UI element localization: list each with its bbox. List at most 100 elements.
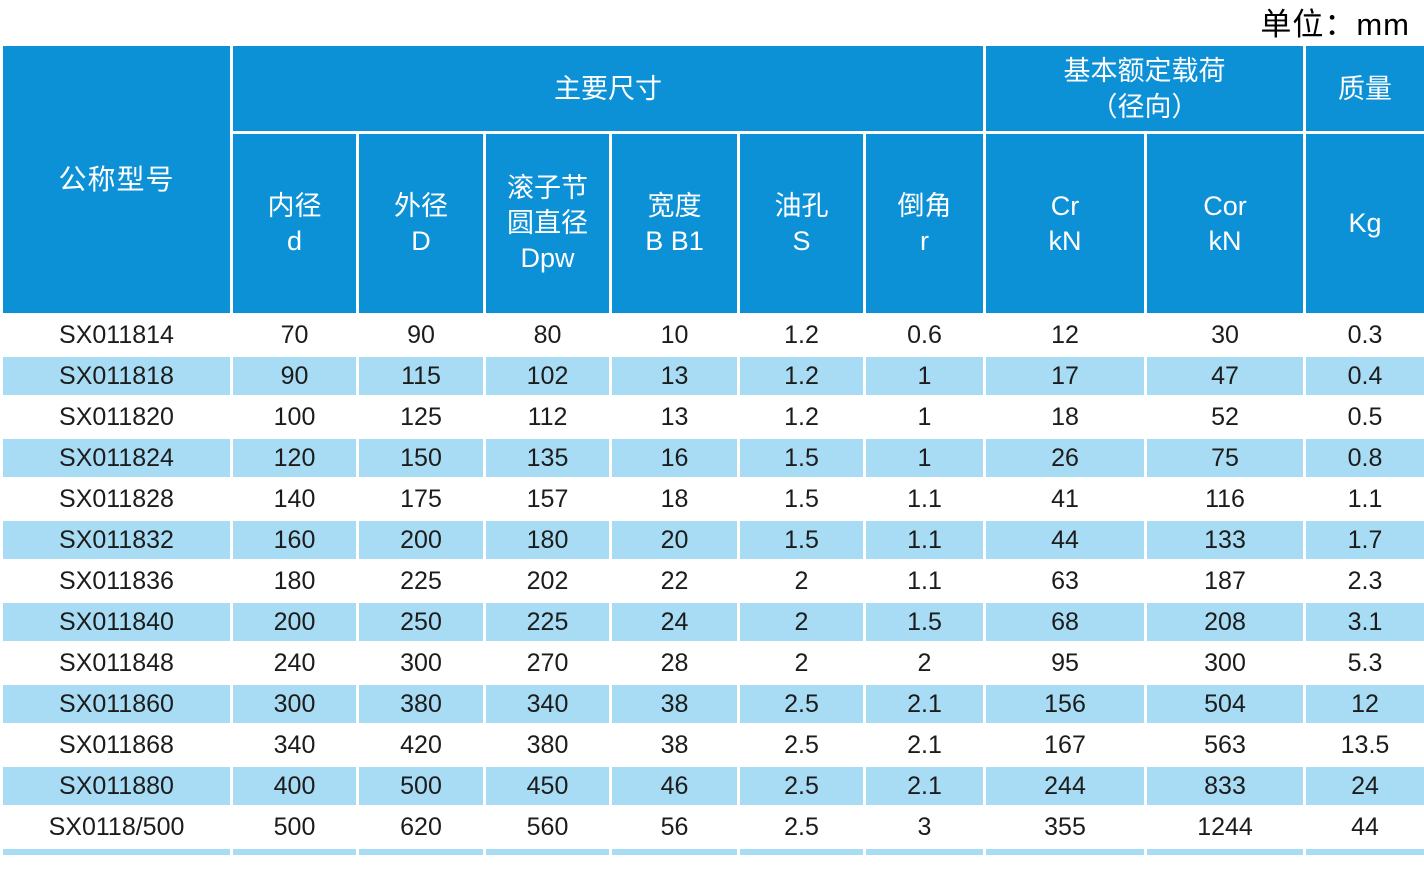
value-cell: 2.1 [863, 682, 986, 726]
value-cell: 420 [356, 723, 486, 767]
chamfer-label: 倒角 [897, 190, 952, 221]
cr-unit: kN [1048, 225, 1082, 256]
col-header-chamfer: 倒角 r [863, 131, 986, 316]
value-cell: 156 [983, 682, 1147, 726]
outer-diameter-label: 外径 [394, 190, 448, 221]
table-row: SX011860 300 380 340 38 2.5 2.1 156 504 12 [0, 682, 1424, 726]
pitch-diameter-label-line1: 滚子节 [507, 173, 588, 203]
value-cell: 1.5 [863, 600, 986, 644]
value-cell: 563 [1144, 723, 1306, 767]
value-cell: 2.5 [737, 723, 866, 767]
value-cell: 2.1 [863, 723, 986, 767]
value-cell: 80 [483, 313, 612, 357]
value-cell: 13 [609, 354, 740, 398]
value-cell: 3.1 [1303, 600, 1424, 644]
value-cell: 47 [1144, 354, 1306, 398]
table-row: SX011832 160 200 180 20 1.5 1.1 44 133 1.7 [0, 518, 1424, 562]
table-row: SX011868 340 420 380 38 2.5 2.1 167 563 13.5 [0, 723, 1424, 767]
value-cell: 208 [1144, 600, 1306, 644]
value-cell: 202 [483, 559, 612, 603]
value-cell: 90 [230, 354, 359, 398]
model-cell: SX011832 [0, 518, 233, 562]
col-header-mass: 质量 [1303, 43, 1424, 134]
value-cell: 116 [1144, 477, 1306, 521]
value-cell [863, 846, 986, 858]
value-cell: 380 [483, 723, 612, 767]
value-cell: 300 [1144, 641, 1306, 685]
spec-table-body: SX011814 70 90 80 10 1.2 0.6 12 30 0.3 SX011818 90 1… [0, 313, 1424, 858]
value-cell: 1.2 [737, 354, 866, 398]
value-cell: 1.2 [737, 313, 866, 357]
value-cell: 18 [983, 395, 1147, 439]
value-cell: 150 [356, 436, 486, 480]
value-cell: 340 [230, 723, 359, 767]
value-cell: 1.1 [863, 559, 986, 603]
model-cell: SX011848 [0, 641, 233, 685]
table-row: SX011818 90 115 102 13 1.2 1 17 47 0.4 [0, 354, 1424, 398]
value-cell: 225 [483, 600, 612, 644]
value-cell: 187 [1144, 559, 1306, 603]
value-cell: 16 [609, 436, 740, 480]
model-cell: SX011836 [0, 559, 233, 603]
value-cell: 270 [483, 641, 612, 685]
unit-label: 单位：mm [1260, 7, 1410, 42]
col-header-cr: Cr kN [983, 131, 1147, 316]
value-cell [0, 846, 233, 858]
col-header-width: 宽度 B B1 [609, 131, 740, 316]
value-cell: 1.5 [737, 518, 866, 562]
bore-label: 内径 [267, 190, 322, 221]
value-cell: 450 [483, 764, 612, 808]
value-cell: 125 [356, 395, 486, 439]
value-cell: 160 [230, 518, 359, 562]
value-cell: 2.5 [737, 805, 866, 849]
value-cell: 500 [356, 764, 486, 808]
value-cell: 28 [609, 641, 740, 685]
col-group-main-dimensions: 主要尺寸 [230, 43, 986, 134]
value-cell: 56 [609, 805, 740, 849]
chamfer-symbol: r [920, 225, 929, 256]
value-cell: 38 [609, 723, 740, 767]
value-cell: 1 [863, 395, 986, 439]
value-cell: 1 [863, 436, 986, 480]
value-cell: 2.1 [863, 764, 986, 808]
value-cell: 100 [230, 395, 359, 439]
unit-bar: 单位：mm [0, 0, 1424, 43]
value-cell: 1.1 [863, 477, 986, 521]
value-cell: 115 [356, 354, 486, 398]
value-cell: 2.5 [737, 764, 866, 808]
table-row: SX0118/500 500 620 560 56 2.5 3 355 1244 44 [0, 805, 1424, 849]
value-cell: 157 [483, 477, 612, 521]
bearing-spec-table: 公称型号 主要尺寸 基本额定载荷 （径向） 质量 内径 d 外径 [0, 43, 1424, 858]
value-cell: 63 [983, 559, 1147, 603]
value-cell [230, 846, 359, 858]
value-cell [1144, 846, 1306, 858]
model-cell: SX0118/500 [0, 805, 233, 849]
value-cell: 12 [983, 313, 1147, 357]
table-row: SX011824 120 150 135 16 1.5 1 26 75 0.8 [0, 436, 1424, 480]
value-cell: 244 [983, 764, 1147, 808]
value-cell: 13.5 [1303, 723, 1424, 767]
value-cell: 1244 [1144, 805, 1306, 849]
header-row-subcolumns: 内径 d 外径 D 滚子节 圆直径 Dpw 宽度 B B1 油孔 [2, 131, 1424, 316]
value-cell: 26 [983, 436, 1147, 480]
bore-symbol: d [286, 225, 303, 256]
width-symbol: B B1 [645, 225, 704, 256]
table-header: 公称型号 主要尺寸 基本额定载荷 （径向） 质量 内径 d 外径 [0, 43, 1424, 316]
value-cell: 41 [983, 477, 1147, 521]
table-row: SX011840 200 250 225 24 2 1.5 68 208 3.1 [0, 600, 1424, 644]
outer-diameter-symbol: D [411, 225, 431, 256]
model-cell: SX011880 [0, 764, 233, 808]
model-cell: SX011818 [0, 354, 233, 398]
value-cell: 18 [609, 477, 740, 521]
value-cell: 380 [356, 682, 486, 726]
value-cell: 140 [230, 477, 359, 521]
value-cell: 70 [230, 313, 359, 357]
model-cell: SX011824 [0, 436, 233, 480]
value-cell: 30 [1144, 313, 1306, 357]
table-row: SX011828 140 175 157 18 1.5 1.1 41 116 1.1 [0, 477, 1424, 521]
oil-hole-symbol: S [792, 225, 811, 256]
value-cell: 200 [230, 600, 359, 644]
rated-load-line2: （径向） [1090, 91, 1199, 122]
value-cell: 13 [609, 395, 740, 439]
